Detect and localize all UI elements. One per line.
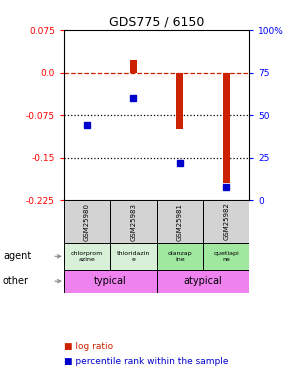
Bar xyxy=(64,200,110,243)
Text: GSM25982: GSM25982 xyxy=(223,202,229,240)
Text: GSM25983: GSM25983 xyxy=(130,202,136,240)
Text: ■ percentile rank within the sample: ■ percentile rank within the sample xyxy=(64,357,228,366)
Title: GDS775 / 6150: GDS775 / 6150 xyxy=(109,16,204,29)
Bar xyxy=(157,243,203,270)
Text: GSM25981: GSM25981 xyxy=(177,202,183,240)
Text: thioridazin
e: thioridazin e xyxy=(117,251,150,261)
Text: GSM25980: GSM25980 xyxy=(84,202,90,240)
Bar xyxy=(203,200,249,243)
Text: ■ log ratio: ■ log ratio xyxy=(64,342,113,351)
Text: agent: agent xyxy=(3,251,31,261)
Text: other: other xyxy=(3,276,29,286)
Text: atypical: atypical xyxy=(184,276,222,286)
Bar xyxy=(157,200,203,243)
Bar xyxy=(223,73,230,183)
Bar xyxy=(110,200,157,243)
Text: chlorprom
azine: chlorprom azine xyxy=(71,251,103,261)
Text: quetiapi
ne: quetiapi ne xyxy=(213,251,239,261)
Bar xyxy=(130,60,137,73)
Bar xyxy=(176,73,183,129)
Text: olanzap
ine: olanzap ine xyxy=(168,251,192,261)
Bar xyxy=(157,270,249,292)
Text: typical: typical xyxy=(94,276,126,286)
Bar xyxy=(203,243,249,270)
Bar xyxy=(64,243,110,270)
Bar xyxy=(64,270,157,292)
Bar xyxy=(110,243,157,270)
